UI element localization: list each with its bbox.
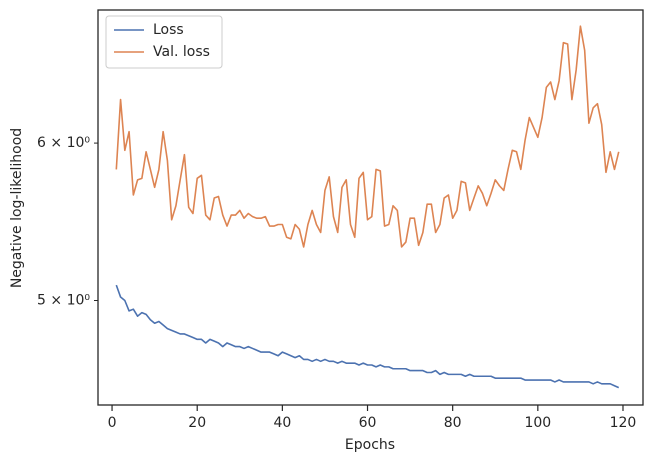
series-line [115, 284, 620, 389]
x-tick-label: 0 [108, 415, 117, 431]
x-tick-label: 40 [273, 415, 291, 431]
x-tick-label: 80 [444, 415, 462, 431]
y-tick-label: 6 × 10⁰ [37, 135, 90, 151]
legend-box [105, 15, 223, 69]
x-tick-label: 120 [610, 415, 637, 431]
y-axis-label: Negative log-likelihood [9, 128, 25, 288]
legend: Loss Val. loss [105, 15, 223, 69]
plot-frame [97, 9, 644, 406]
x-axis-label: Epochs [345, 437, 395, 453]
series-line [115, 25, 620, 248]
x-tick-label: 20 [188, 415, 206, 431]
legend-label: Val. loss [153, 44, 210, 60]
y-tick-label: 5 × 10⁰ [37, 292, 90, 308]
legend-label: Loss [153, 22, 184, 38]
x-tick-label: 100 [524, 415, 551, 431]
x-tick-label: 60 [359, 415, 377, 431]
